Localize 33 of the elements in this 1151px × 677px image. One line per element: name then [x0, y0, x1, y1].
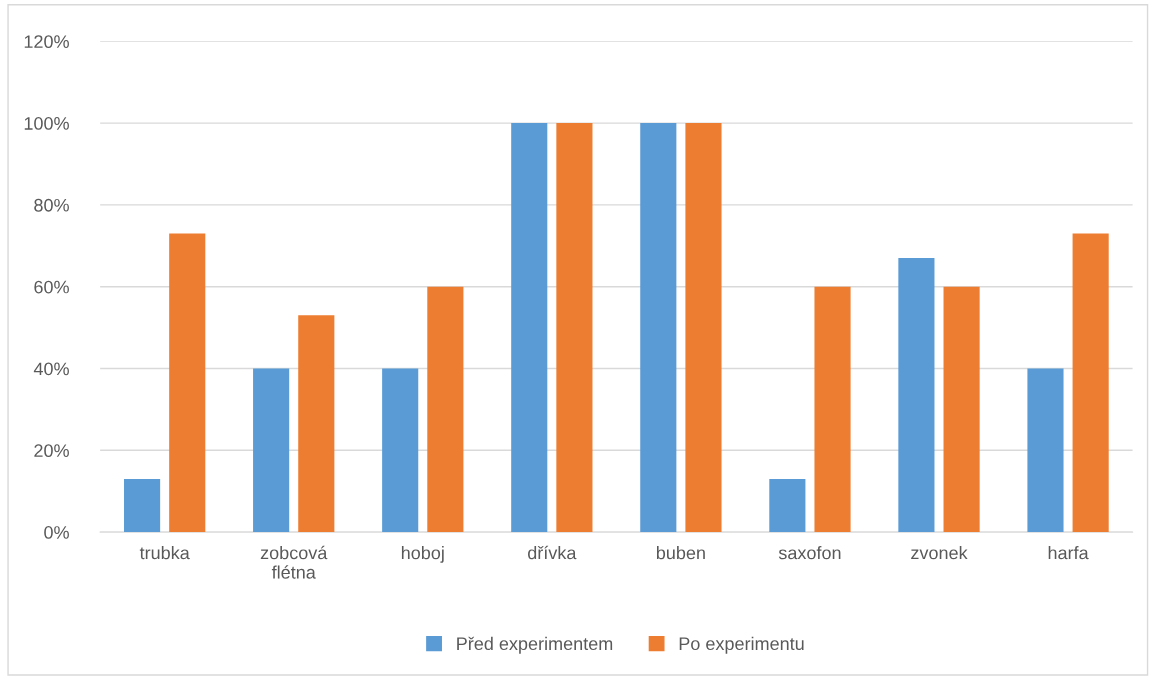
bar: [943, 286, 980, 533]
bar: [685, 123, 722, 533]
y-tick-label: 60%: [34, 280, 69, 294]
y-tick-label: 80%: [34, 198, 69, 212]
bar: [556, 123, 593, 533]
legend-label: Před experimentem: [457, 636, 613, 654]
bar: [427, 286, 464, 533]
bar: [640, 123, 677, 533]
y-tick-label: 120%: [24, 35, 69, 49]
x-tick-label: hoboj: [401, 546, 444, 563]
bar: [511, 123, 548, 533]
bar: [253, 368, 290, 533]
legend-label: Po experimentu: [679, 636, 804, 654]
x-tick-label: trubka: [139, 546, 190, 560]
bar: [1072, 233, 1109, 533]
y-tick-label: 100%: [24, 117, 69, 130]
bar: [298, 315, 335, 533]
x-tick-label: harfa: [1048, 546, 1089, 560]
bar: [1027, 368, 1064, 533]
bar: [124, 478, 161, 533]
bar: [769, 478, 806, 533]
bar: [898, 258, 935, 533]
bar: [169, 233, 206, 533]
y-tick-label: 20%: [34, 444, 69, 458]
x-tick-label: dřívka: [528, 545, 577, 560]
y-tick-label: 40%: [33, 362, 69, 376]
x-tick-label: zvonek: [911, 546, 968, 560]
x-tick-label: saxofon: [778, 546, 841, 560]
y-tick-label: 0%: [44, 526, 69, 539]
bar: [814, 286, 851, 533]
x-tick-label: zobcová flétna: [260, 545, 328, 579]
bar: [382, 368, 419, 533]
x-tick-label: buben: [656, 546, 705, 560]
